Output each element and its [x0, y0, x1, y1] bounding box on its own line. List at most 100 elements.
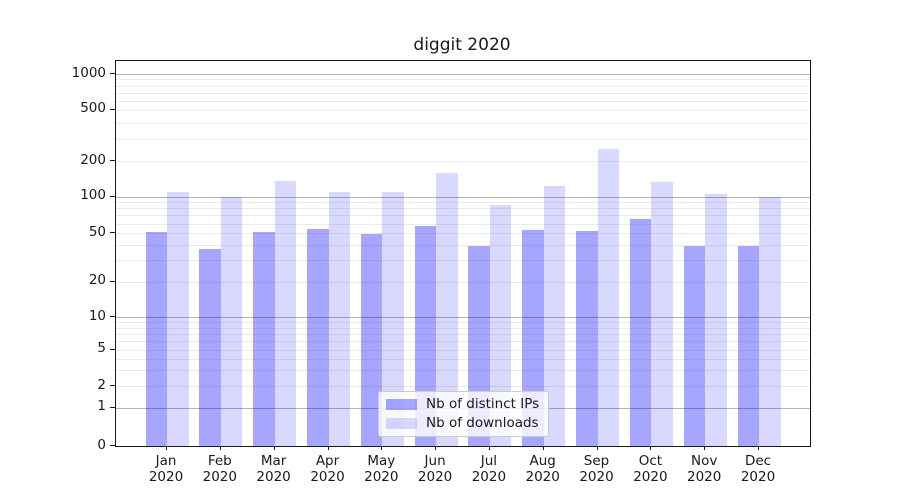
x-tick-mark — [542, 446, 544, 450]
bar-distinct-ips-may — [360, 234, 383, 446]
plot-area — [115, 60, 811, 447]
y-tick-label: 10 — [88, 307, 106, 324]
gridline — [116, 369, 810, 371]
y-tick-label: 1000 — [71, 64, 106, 81]
gridline — [116, 79, 810, 81]
x-tick-mark — [219, 446, 221, 450]
y-tick-label: 200 — [80, 151, 106, 168]
y-tick-label: 0 — [97, 436, 106, 453]
x-tick-label-apr: Apr 2020 — [310, 453, 345, 485]
gridline — [116, 100, 810, 102]
y-tick-mark — [110, 316, 115, 318]
x-tick-label-mar: Mar 2020 — [256, 453, 291, 485]
gridline — [116, 196, 810, 198]
legend-swatch-distinct-ips-icon — [386, 399, 417, 410]
bar-downloads-may — [382, 191, 404, 446]
x-tick-mark — [596, 446, 598, 450]
bar-downloads-feb — [220, 196, 243, 446]
gridline — [116, 109, 810, 111]
x-tick-mark — [758, 446, 759, 450]
x-tick-mark — [166, 446, 167, 450]
gridline — [116, 208, 810, 210]
gridline — [116, 92, 810, 94]
y-tick-mark — [110, 160, 115, 162]
x-tick-label-may: May 2020 — [364, 453, 399, 485]
bar-distinct-ips-feb — [199, 249, 221, 446]
bar-downloads-apr — [328, 191, 350, 446]
x-tick-label-jan: Jan 2020 — [148, 453, 184, 485]
gridline — [116, 281, 810, 283]
bar-downloads-jun — [436, 172, 458, 446]
y-tick-mark — [110, 280, 115, 282]
y-tick-mark — [110, 108, 115, 110]
gridline — [116, 223, 810, 225]
legend-swatch-downloads-icon — [386, 418, 417, 429]
gridlines-layer — [116, 61, 810, 446]
bar-distinct-ips-apr — [307, 229, 329, 446]
bar-distinct-ips-nov — [683, 246, 706, 446]
bar-downloads-jul — [489, 204, 512, 446]
bar-distinct-ips-sep — [576, 231, 598, 446]
y-tick-label: 1 — [97, 398, 106, 414]
y-tick-mark — [110, 406, 115, 408]
x-tick-label-oct: Oct 2020 — [633, 453, 668, 485]
bar-distinct-ips-mar — [253, 232, 275, 446]
gridline — [116, 260, 810, 262]
x-tick-mark — [435, 446, 437, 450]
bars-layer — [116, 61, 810, 446]
gridline — [116, 386, 810, 388]
gridline — [116, 322, 810, 324]
gridline — [116, 215, 810, 217]
legend-label-downloads: Nb of downloads — [426, 415, 539, 431]
x-tick-label-nov: Nov 2020 — [687, 453, 722, 485]
x-tick-label-jul: Jul 2020 — [471, 453, 507, 485]
y-tick-label: 50 — [88, 223, 106, 240]
gridline — [116, 138, 810, 140]
x-tick-label-dec: Dec 2020 — [740, 453, 776, 485]
bar-downloads-nov — [705, 194, 727, 446]
x-tick-mark — [273, 446, 275, 450]
gridline — [116, 122, 810, 124]
bar-distinct-ips-dec — [737, 246, 759, 446]
gridline — [116, 327, 810, 329]
y-tick-label: 500 — [80, 100, 106, 117]
x-tick-label-feb: Feb 2020 — [202, 453, 237, 485]
bar-distinct-ips-oct — [629, 218, 652, 446]
bar-downloads-dec — [759, 196, 781, 446]
x-tick-mark — [704, 446, 706, 450]
legend-item-distinct-ips: Nb of distinct IPs — [386, 397, 539, 412]
gridline — [116, 358, 810, 360]
y-tick-label: 5 — [97, 340, 106, 357]
bar-downloads-jan — [167, 191, 189, 446]
bar-distinct-ips-jan — [145, 232, 167, 446]
gridline — [116, 161, 810, 163]
bar-downloads-sep — [597, 148, 619, 446]
gridline — [116, 85, 810, 87]
y-tick-mark — [110, 348, 115, 350]
legend-item-downloads: Nb of downloads — [386, 416, 539, 431]
x-tick-label-sep: Sep 2020 — [579, 453, 614, 485]
bar-downloads-oct — [651, 182, 673, 446]
y-tick-mark — [110, 73, 115, 74]
y-tick-label: 100 — [80, 187, 106, 203]
legend: Nb of distinct IPs Nb of downloads — [378, 391, 550, 437]
x-tick-mark — [327, 446, 329, 450]
y-tick-mark — [110, 385, 115, 387]
y-tick-mark — [110, 445, 115, 446]
chart-title: diggit 2020 — [413, 35, 511, 55]
x-tick-mark — [650, 446, 652, 450]
bar-downloads-mar — [274, 181, 297, 446]
x-tick-mark — [381, 446, 383, 450]
gridline — [116, 233, 810, 235]
gridline — [116, 202, 810, 204]
gridline — [116, 341, 810, 343]
legend-label-distinct-ips: Nb of distinct IPs — [426, 396, 540, 412]
y-tick-label: 2 — [97, 376, 106, 393]
y-tick-label: 20 — [88, 272, 106, 289]
gridline — [116, 349, 810, 351]
bar-downloads-aug — [543, 186, 566, 446]
y-tick-mark — [110, 232, 115, 234]
x-tick-mark — [488, 446, 490, 450]
x-tick-label-aug: Aug 2020 — [525, 453, 560, 485]
